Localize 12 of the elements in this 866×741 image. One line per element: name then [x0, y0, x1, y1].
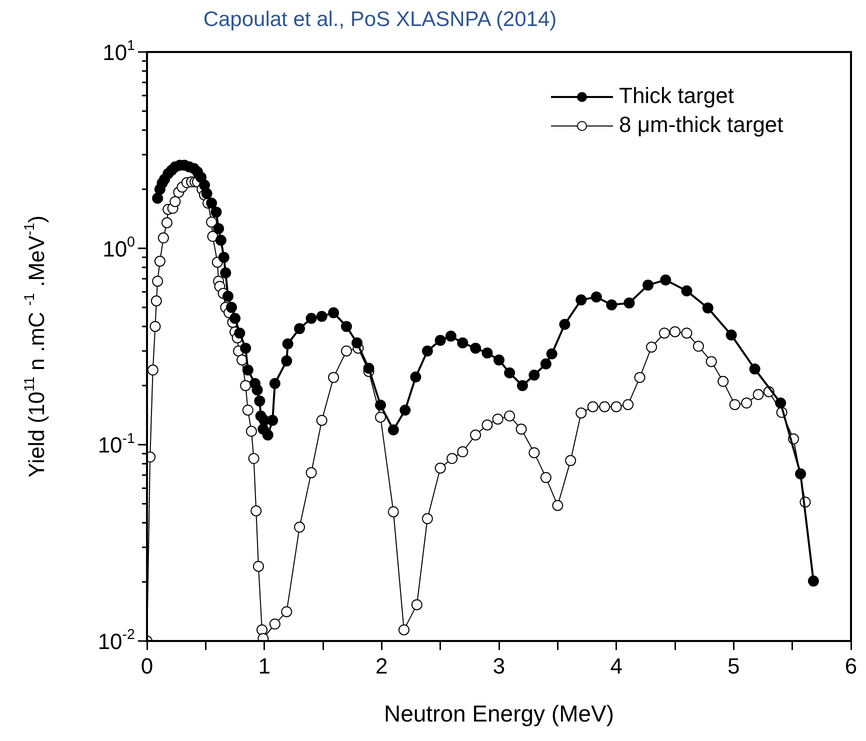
x-tick-label: 0 [140, 653, 154, 678]
y-axis-title: Yield (1011 n .mC -1 .MeV-1) [22, 216, 49, 478]
chart-title: Capoulat et al., PoS XLASNPA (2014) [202, 8, 558, 32]
x-axis-title: Neutron Energy (MeV) [384, 700, 614, 727]
x-tick-label: 4 [610, 653, 622, 678]
x-tick-label: 1 [258, 653, 270, 678]
legend-label: 8 μm-thick target [619, 112, 784, 138]
legend-label: Thick target [619, 83, 734, 108]
x-tick-label: 3 [492, 653, 506, 678]
x-tick-label: 5 [728, 653, 740, 678]
x-tick-label: 2 [376, 653, 388, 678]
x-tick-label: 6 [844, 653, 858, 678]
